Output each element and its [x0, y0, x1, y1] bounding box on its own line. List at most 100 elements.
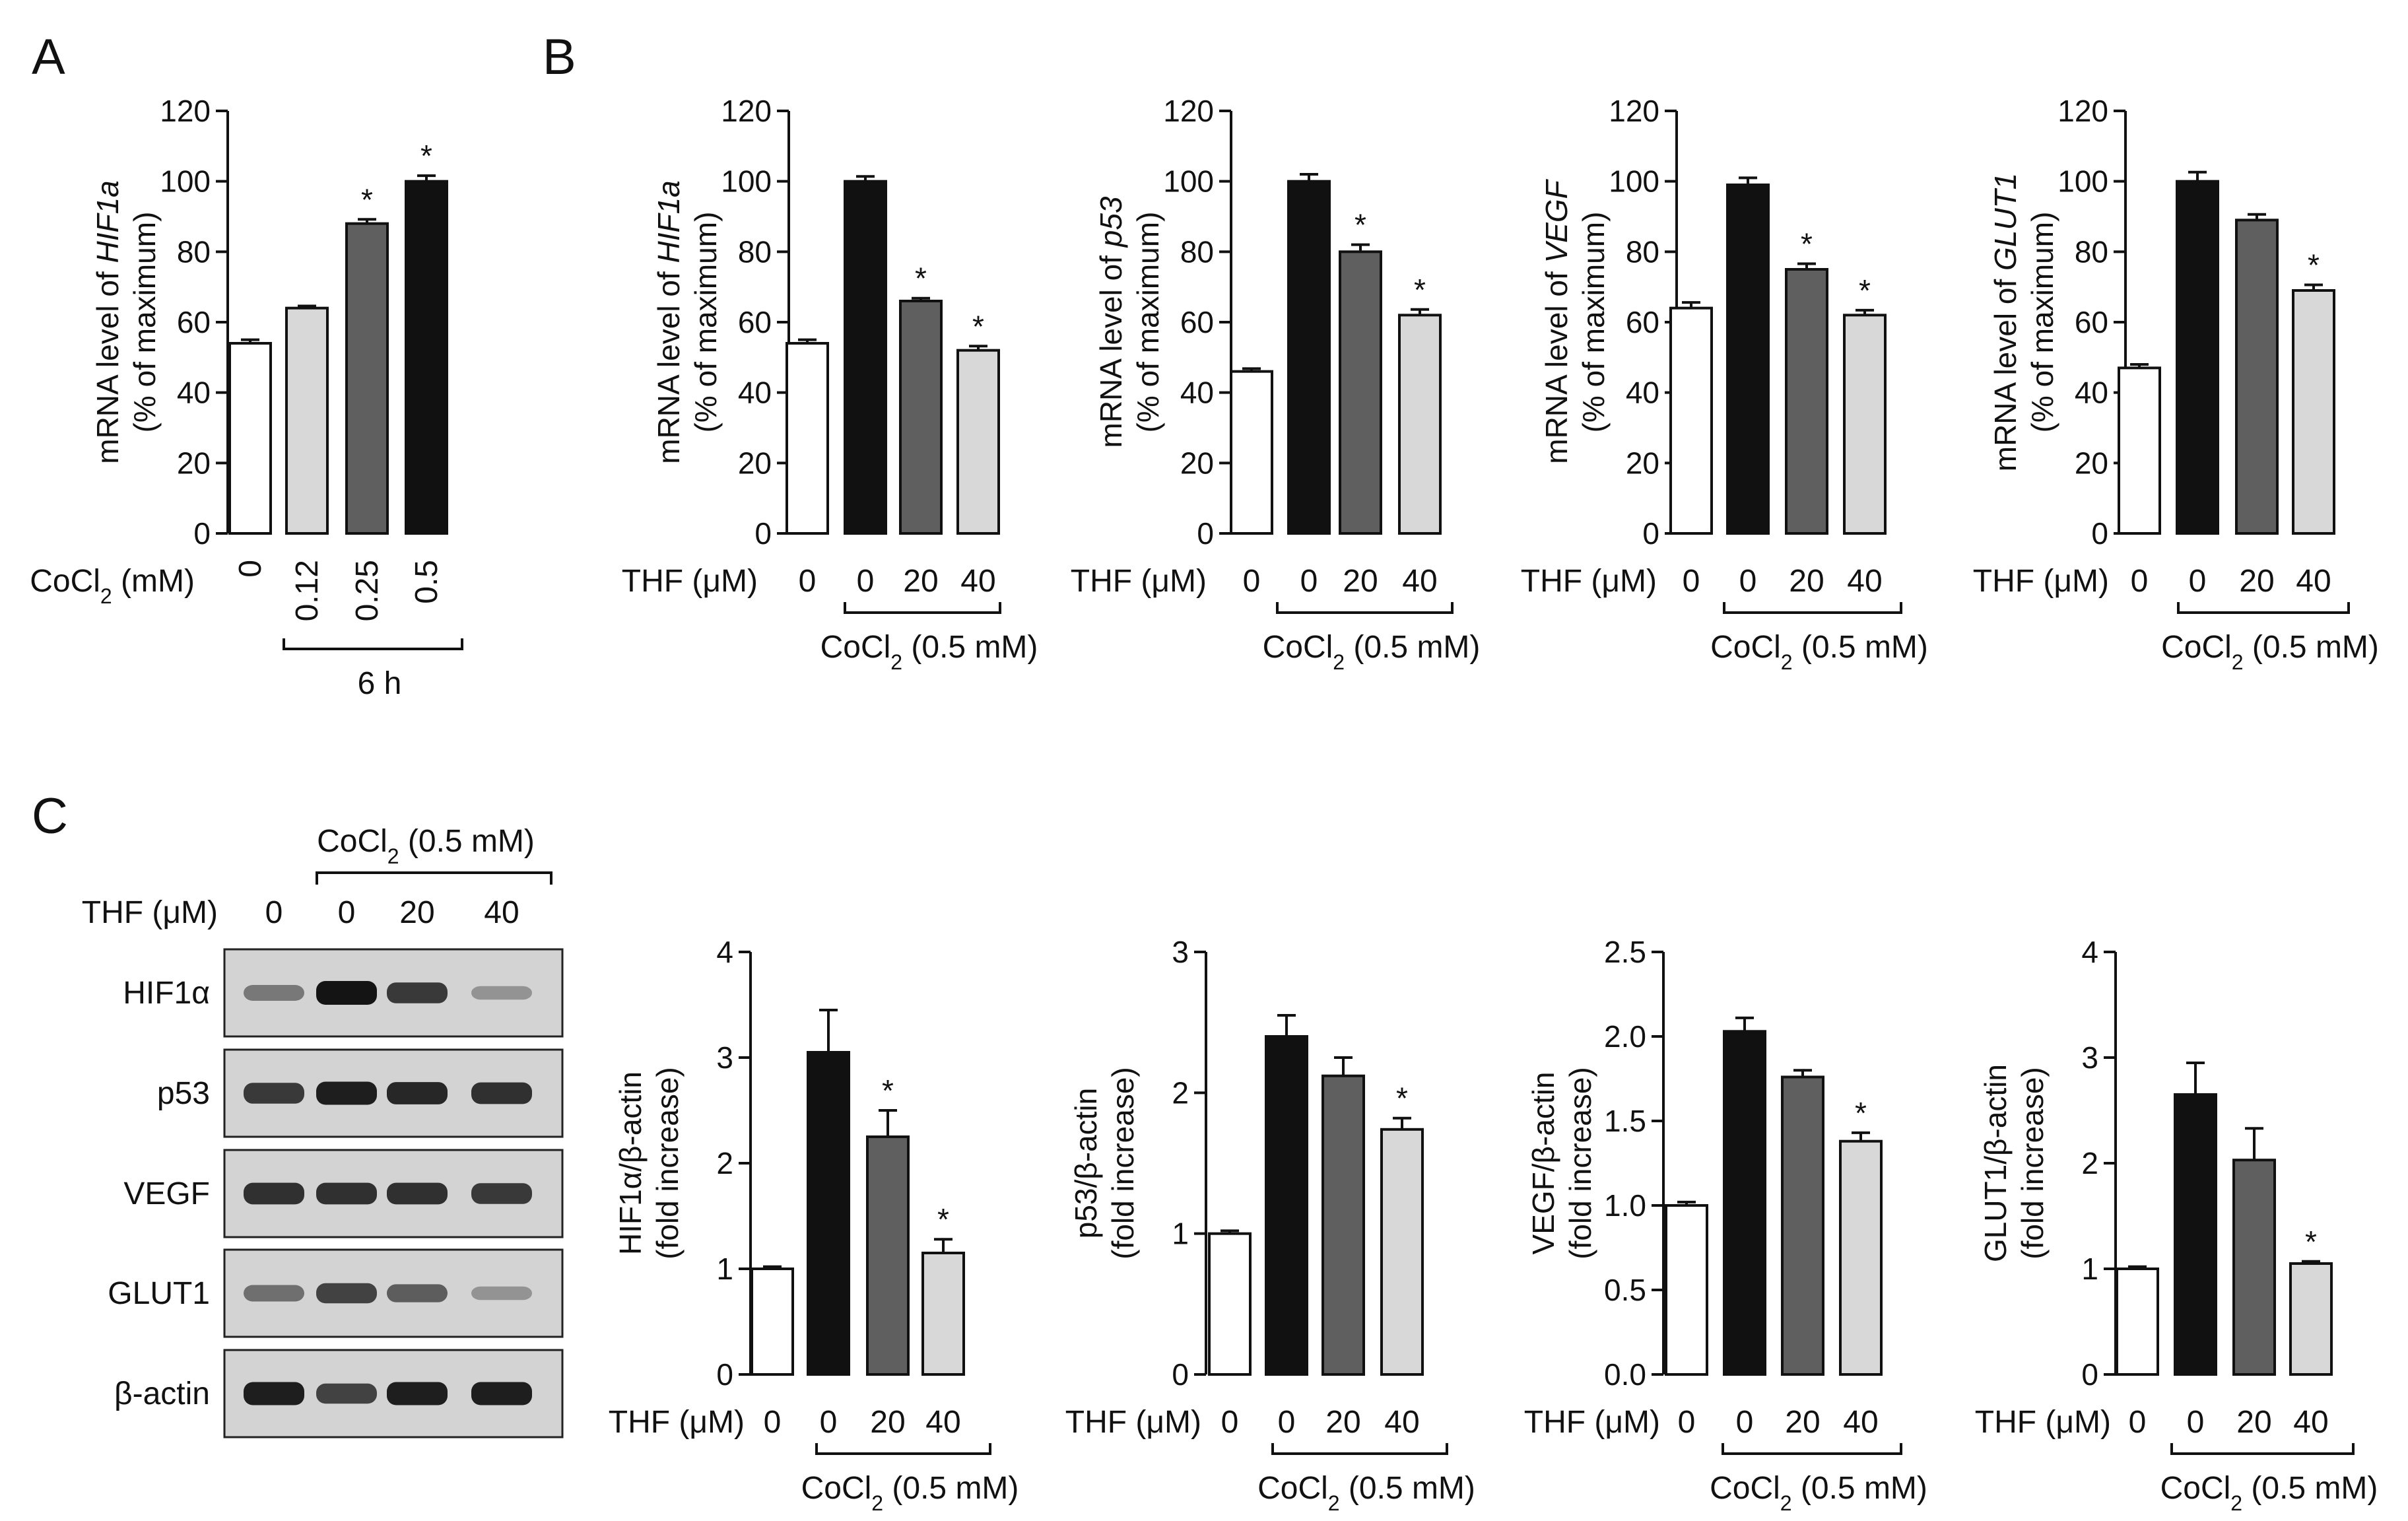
x-category-label: 0 — [233, 560, 268, 578]
blot-band — [387, 1284, 448, 1302]
bar — [1321, 1074, 1365, 1376]
y-tick-label: 2 — [716, 1146, 733, 1180]
chart-c2: 0 1 2 3 p53/β-actin (fold increase) * THF (μM) 0… — [1065, 935, 1475, 1515]
significance-star: * — [1396, 1081, 1408, 1116]
bar — [844, 180, 887, 535]
bar — [1287, 180, 1331, 535]
y-tick-label: 3 — [716, 1040, 733, 1075]
y-tick-label: 0 — [754, 516, 772, 551]
y-tick-label: 100 — [1609, 164, 1659, 199]
group-bracket — [1722, 1443, 1902, 1455]
y-tick-label: 0 — [1642, 516, 1659, 551]
y-tick-label: 120 — [2057, 94, 2108, 128]
significance-star: * — [1855, 1096, 1867, 1130]
blot-row: β-actin — [114, 1349, 564, 1438]
y-tick-label: 2.0 — [1604, 1019, 1646, 1054]
y-tick-label: 0.0 — [1604, 1357, 1646, 1392]
bar — [2118, 366, 2161, 535]
significance-star: * — [882, 1073, 894, 1108]
y-tick-label: 20 — [1626, 446, 1659, 480]
chart-c4: 0 1 2 3 4 GLUT1/β-actin (fold increase) * THF (μ… — [1975, 935, 2378, 1515]
y-tick-label: 80 — [1626, 234, 1659, 269]
group-label: CoCl2 (0.5 mM) — [2161, 630, 2379, 674]
blot-row: VEGF — [123, 1149, 564, 1238]
y-tick-label: 0.5 — [1604, 1273, 1646, 1307]
x-category-label: 0 — [2189, 564, 2207, 599]
bar — [1785, 268, 1828, 535]
group-bracket — [2177, 602, 2350, 614]
significance-star: * — [972, 309, 984, 343]
y-axis-label: mRNA level of HIF1a — [90, 180, 125, 463]
blot-band — [244, 1285, 304, 1302]
y-tick-label: 80 — [738, 234, 772, 269]
blot-band — [244, 1382, 304, 1405]
y-tick-label: 1 — [1172, 1217, 1189, 1251]
y-tick-label: 20 — [738, 446, 772, 480]
bar — [1339, 250, 1382, 535]
y-axis-label-units: (fold increase) — [650, 1067, 685, 1259]
bar — [1665, 1204, 1708, 1376]
y-tick-label: 80 — [177, 234, 211, 269]
x-category-label: 0 — [2187, 1405, 2205, 1440]
x-category-label: 0 — [857, 564, 875, 599]
y-tick-label: 100 — [160, 164, 211, 199]
x-category-label: 0 — [1739, 564, 1757, 599]
blot-header: CoCl2 (0.5 mM) — [317, 824, 535, 868]
y-tick-label: 120 — [160, 94, 211, 128]
blot-band — [244, 985, 304, 1001]
y-axis-label: GLUT1/β-actin — [1978, 1064, 2013, 1262]
chart-c1: 0 1 2 3 4 HIF1α/β-actin (fold increase) * * THF (… — [609, 935, 1019, 1515]
blot-row: HIF1α — [123, 948, 564, 1038]
bar — [866, 1135, 910, 1376]
bar — [1380, 1128, 1424, 1376]
x-category-label: 0.12 — [290, 560, 325, 621]
x-category-label: 40 — [1843, 1405, 1878, 1440]
y-tick-label: 40 — [1626, 376, 1659, 410]
blot-lane-label: 40 — [484, 895, 519, 930]
x-category-label: 20 — [1785, 1405, 1820, 1440]
y-tick-label: 4 — [2081, 935, 2098, 969]
y-axis-label: HIF1α/β-actin — [613, 1071, 648, 1255]
bar — [1230, 370, 1273, 535]
group-bracket — [2170, 1443, 2355, 1455]
blot-lane-label: 20 — [399, 895, 434, 930]
y-axis-label: p53/β-actin — [1069, 1088, 1103, 1238]
x-category-label: 40 — [1847, 564, 1882, 599]
x-category-label: 0 — [1221, 1405, 1239, 1440]
bar — [751, 1268, 794, 1376]
y-axis-label: mRNA level of HIF1a — [652, 180, 686, 463]
y-tick-label: 0 — [193, 516, 211, 551]
x-row-label: THF (μM) — [1975, 1405, 2111, 1440]
y-axis-label-units: (fold increase) — [2015, 1067, 2050, 1259]
y-tick-label: 0 — [2091, 516, 2108, 551]
group-label: CoCl2 (0.5 mM) — [2160, 1471, 2378, 1515]
x-category-label: 0.5 — [409, 560, 444, 604]
bar — [786, 342, 829, 535]
bar — [921, 1252, 965, 1376]
y-axis-label-units: (% of maximum) — [688, 212, 723, 433]
x-category-label: 40 — [960, 564, 995, 599]
bar — [956, 349, 1000, 535]
blot-lane-label: 0 — [265, 895, 283, 930]
y-tick-label: 1.0 — [1604, 1188, 1646, 1223]
bar — [1839, 1139, 1883, 1376]
y-axis-label-units: (fold increase) — [1563, 1067, 1597, 1259]
bar — [2235, 219, 2279, 535]
blot-band — [244, 1083, 304, 1104]
y-tick-label: 0 — [1172, 1357, 1189, 1392]
y-tick-label: 40 — [177, 376, 211, 410]
group-label: CoCl2 (0.5 mM) — [1710, 1471, 1927, 1515]
x-category-label: 40 — [2296, 564, 2331, 599]
chart-b4: 0 20 40 60 80 100 120 mRNA level of GLUT1 (% of … — [1973, 94, 2379, 674]
x-category-label: 0 — [799, 564, 817, 599]
y-tick-label: 60 — [1180, 305, 1214, 339]
blot-band — [387, 1382, 448, 1405]
blot-band — [316, 1283, 377, 1304]
group-label: CoCl2 (0.5 mM) — [1263, 630, 1481, 674]
y-axis-label-units: (% of maximum) — [2025, 212, 2059, 433]
y-tick-label: 60 — [1626, 305, 1659, 339]
y-tick-label: 2.5 — [1604, 935, 1646, 969]
x-category-label: 0 — [1300, 564, 1318, 599]
x-row-label: CoCl2 (mM) — [30, 564, 195, 608]
